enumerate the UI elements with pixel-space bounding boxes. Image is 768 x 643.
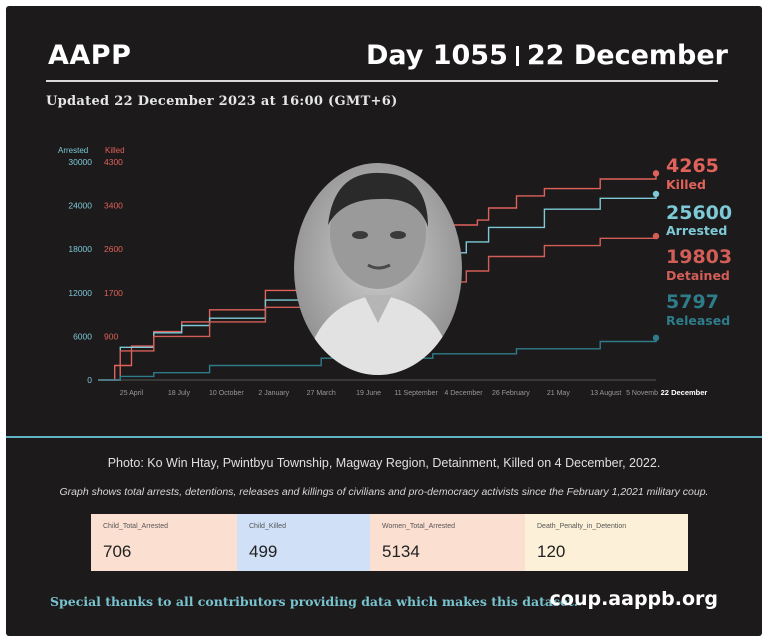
stat-value: 706 — [103, 542, 132, 561]
photo-caption: Photo: Ko Win Htay, Pwintbyu Township, M… — [107, 456, 661, 470]
x-tick-label: 25 April — [120, 390, 144, 397]
stat-value: 120 — [537, 542, 566, 561]
stat-child-killed: Child_Killed 499 — [237, 514, 370, 571]
series-end-value-released: 5797 — [666, 291, 719, 313]
series-end-value-arrested: 25600 — [666, 202, 732, 224]
series-line-released — [98, 337, 657, 381]
x-tick-label: 22 December — [661, 388, 708, 397]
site-url[interactable]: coup.aappb.org — [549, 588, 718, 610]
arrested-tick-label: 30000 — [68, 157, 92, 167]
series-end-name-detained: Detained — [666, 268, 730, 283]
series-endpoint-arrested — [652, 190, 660, 198]
separator — [515, 45, 519, 66]
header-rule — [46, 80, 718, 82]
x-tick-label: 21 May — [547, 390, 570, 397]
killed-tick-label: 1700 — [104, 288, 123, 298]
stat-label: Child_Killed — [249, 523, 286, 530]
series-endpoint-released — [652, 334, 660, 342]
series-end-value-detained: 19803 — [666, 246, 732, 268]
series-endpoint-detained — [652, 232, 660, 240]
x-tick-label: 19 June — [356, 390, 381, 397]
stat-label: Women_Total_Arrested — [382, 523, 456, 530]
x-tick-label: 18 July — [168, 390, 191, 397]
killed-tick-label: 4300 — [104, 157, 123, 167]
series-endpoint-killed — [652, 170, 660, 177]
day-counter: Day 1055 22 December — [366, 40, 728, 71]
arrested-tick-label: 24000 — [68, 201, 92, 211]
infographic-frame: AAPP Day 1055 22 December Updated 22 Dece… — [6, 6, 762, 636]
x-tick-label: 27 March — [307, 390, 336, 397]
portrait-placeholder — [294, 163, 462, 375]
killed-tick-label: 2600 — [104, 244, 123, 254]
x-tick-label: 13 August — [590, 390, 621, 397]
brand-title: AAPP — [48, 40, 132, 71]
stat-child-total-arrested: Child_Total_Arrested 706 — [91, 514, 237, 571]
series-end-name-killed: Killed — [666, 177, 706, 192]
x-tick-label: 2 January — [258, 390, 289, 397]
arrested-axis-title: Arrested — [58, 146, 88, 155]
thanks-note: Special thanks to all contributors provi… — [50, 594, 579, 609]
stat-label: Death_Penalty_in_Detention — [537, 523, 627, 530]
day-label: Day 1055 — [365, 40, 508, 71]
x-tick-label: 4 December — [444, 390, 483, 397]
stat-women-total-arrested: Women_Total_Arrested 5134 — [370, 514, 525, 571]
arrested-tick-label: 6000 — [73, 331, 92, 341]
x-tick-label: 26 February — [492, 390, 530, 397]
stat-value: 499 — [249, 542, 278, 561]
killed-axis-title: Killed — [105, 146, 125, 155]
x-tick-label: 11 September — [394, 390, 438, 397]
arrested-tick-label: 12000 — [68, 288, 92, 298]
cumulative-chart: Arrested Killed 0 6000 900 12000 1700 18000 2600… — [58, 146, 732, 397]
arrested-tick-label: 18000 — [68, 244, 92, 254]
arrested-tick-label: 0 — [87, 375, 92, 385]
section-divider — [6, 436, 762, 438]
date-label: 22 December — [526, 40, 728, 71]
series-end-name-arrested: Arrested — [666, 223, 727, 238]
x-tick-label: 5 Novemb — [626, 390, 658, 397]
killed-tick-label: 3400 — [104, 201, 123, 211]
stat-value: 5134 — [382, 542, 420, 561]
updated-timestamp: Updated 22 December 2023 at 16:00 (GMT+6… — [46, 94, 398, 109]
stat-death-penalty: Death_Penalty_in_Detention 120 — [525, 514, 688, 571]
graph-note: Graph shows total arrests, detentions, r… — [59, 486, 709, 498]
series-end-name-released: Released — [666, 313, 730, 328]
series-end-value-killed: 4265 — [666, 155, 719, 177]
stats-strip: Child_Total_Arrested 706 Child_Killed 49… — [91, 514, 688, 571]
killed-tick-label: 900 — [104, 331, 118, 341]
x-tick-label: 10 October — [209, 390, 244, 397]
stat-label: Child_Total_Arrested — [103, 523, 168, 530]
portrait-photo — [294, 163, 462, 375]
